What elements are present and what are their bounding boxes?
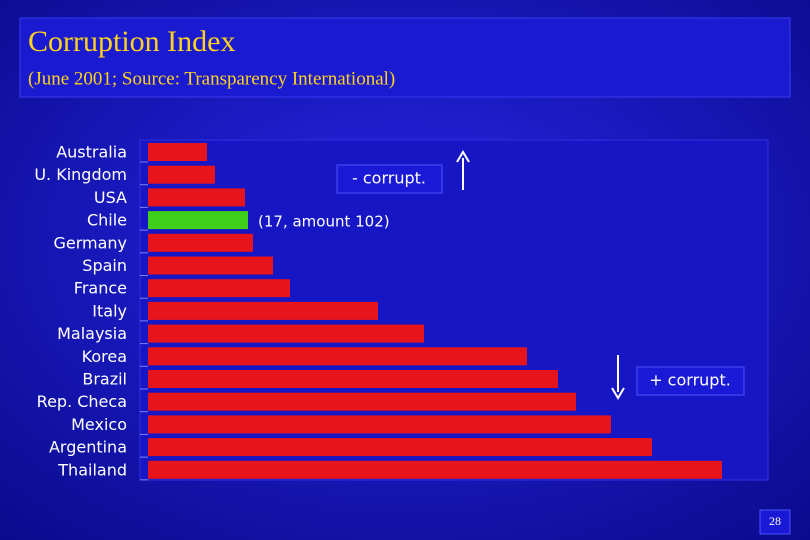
y-tick-label: Thailand <box>57 460 127 479</box>
y-tick-label: Mexico <box>71 415 127 434</box>
title: Corruption Index <box>28 25 235 58</box>
bar <box>148 233 253 252</box>
y-tick-label: U. Kingdom <box>34 165 127 184</box>
page-number-box <box>759 509 791 535</box>
bar <box>148 301 378 320</box>
bar <box>148 279 290 298</box>
bar <box>148 324 424 343</box>
y-tick-label: Rep. Checa <box>37 392 127 411</box>
y-tick-label: USA <box>94 188 127 207</box>
bar <box>148 143 207 161</box>
annotation-box <box>336 164 443 194</box>
bar <box>148 392 576 411</box>
y-tick-label: Korea <box>82 347 127 366</box>
annotation: - corrupt. <box>352 169 426 188</box>
annotation-box <box>636 366 745 396</box>
bar <box>148 211 248 230</box>
y-tick-label: Argentina <box>49 438 127 457</box>
title-box <box>19 17 791 98</box>
page-number: 28 <box>769 514 781 528</box>
bar <box>148 438 652 457</box>
bar <box>148 460 722 479</box>
arrow-head <box>456 150 470 163</box>
bar <box>148 347 527 366</box>
y-tick-label: Malaysia <box>57 324 127 343</box>
bar <box>148 370 558 388</box>
annotation: + corrupt. <box>649 371 731 390</box>
y-tick-label: Australia <box>56 143 127 162</box>
annotation: (17, amount 102) <box>258 213 390 231</box>
arrow-head <box>611 387 625 400</box>
bar <box>148 256 273 275</box>
bar <box>148 165 215 184</box>
y-tick-label: Chile <box>87 211 127 230</box>
y-tick-label: Brazil <box>82 370 127 389</box>
y-tick-label: Germany <box>53 233 127 252</box>
y-tick-label: Italy <box>92 301 127 320</box>
y-tick-label: France <box>74 279 127 298</box>
bar <box>148 415 611 434</box>
y-tick-label: Spain <box>82 256 127 275</box>
subtitle: (June 2001; Source: Transparency Interna… <box>28 68 395 89</box>
plot: Australia U. Kingdom USA Chile Germany Spain F… <box>34 143 722 481</box>
bar <box>148 188 245 207</box>
